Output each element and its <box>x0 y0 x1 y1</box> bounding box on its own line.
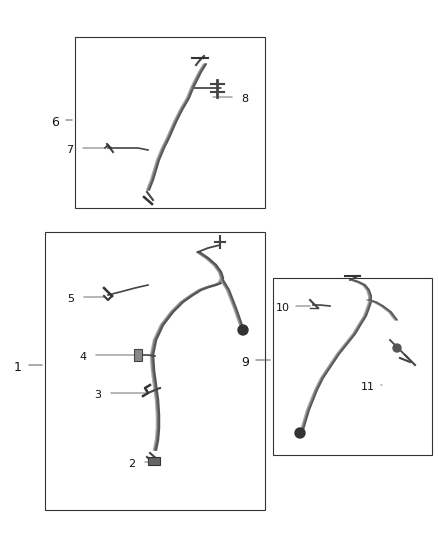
Circle shape <box>238 325 248 335</box>
Text: 2: 2 <box>128 459 136 469</box>
Circle shape <box>393 344 401 352</box>
Circle shape <box>295 428 305 438</box>
Bar <box>148 457 160 465</box>
Text: 9: 9 <box>241 356 249 369</box>
Text: 8: 8 <box>241 94 248 104</box>
Text: 5: 5 <box>67 294 74 304</box>
Bar <box>45 232 265 510</box>
Bar <box>134 349 142 361</box>
Text: 4: 4 <box>79 352 87 362</box>
Text: 7: 7 <box>67 145 74 155</box>
Text: 3: 3 <box>95 390 102 400</box>
Bar <box>75 37 265 208</box>
Text: 10: 10 <box>276 303 290 313</box>
Text: 11: 11 <box>361 382 375 392</box>
Text: 6: 6 <box>51 116 59 129</box>
Bar <box>273 278 432 455</box>
Text: 1: 1 <box>14 361 22 374</box>
